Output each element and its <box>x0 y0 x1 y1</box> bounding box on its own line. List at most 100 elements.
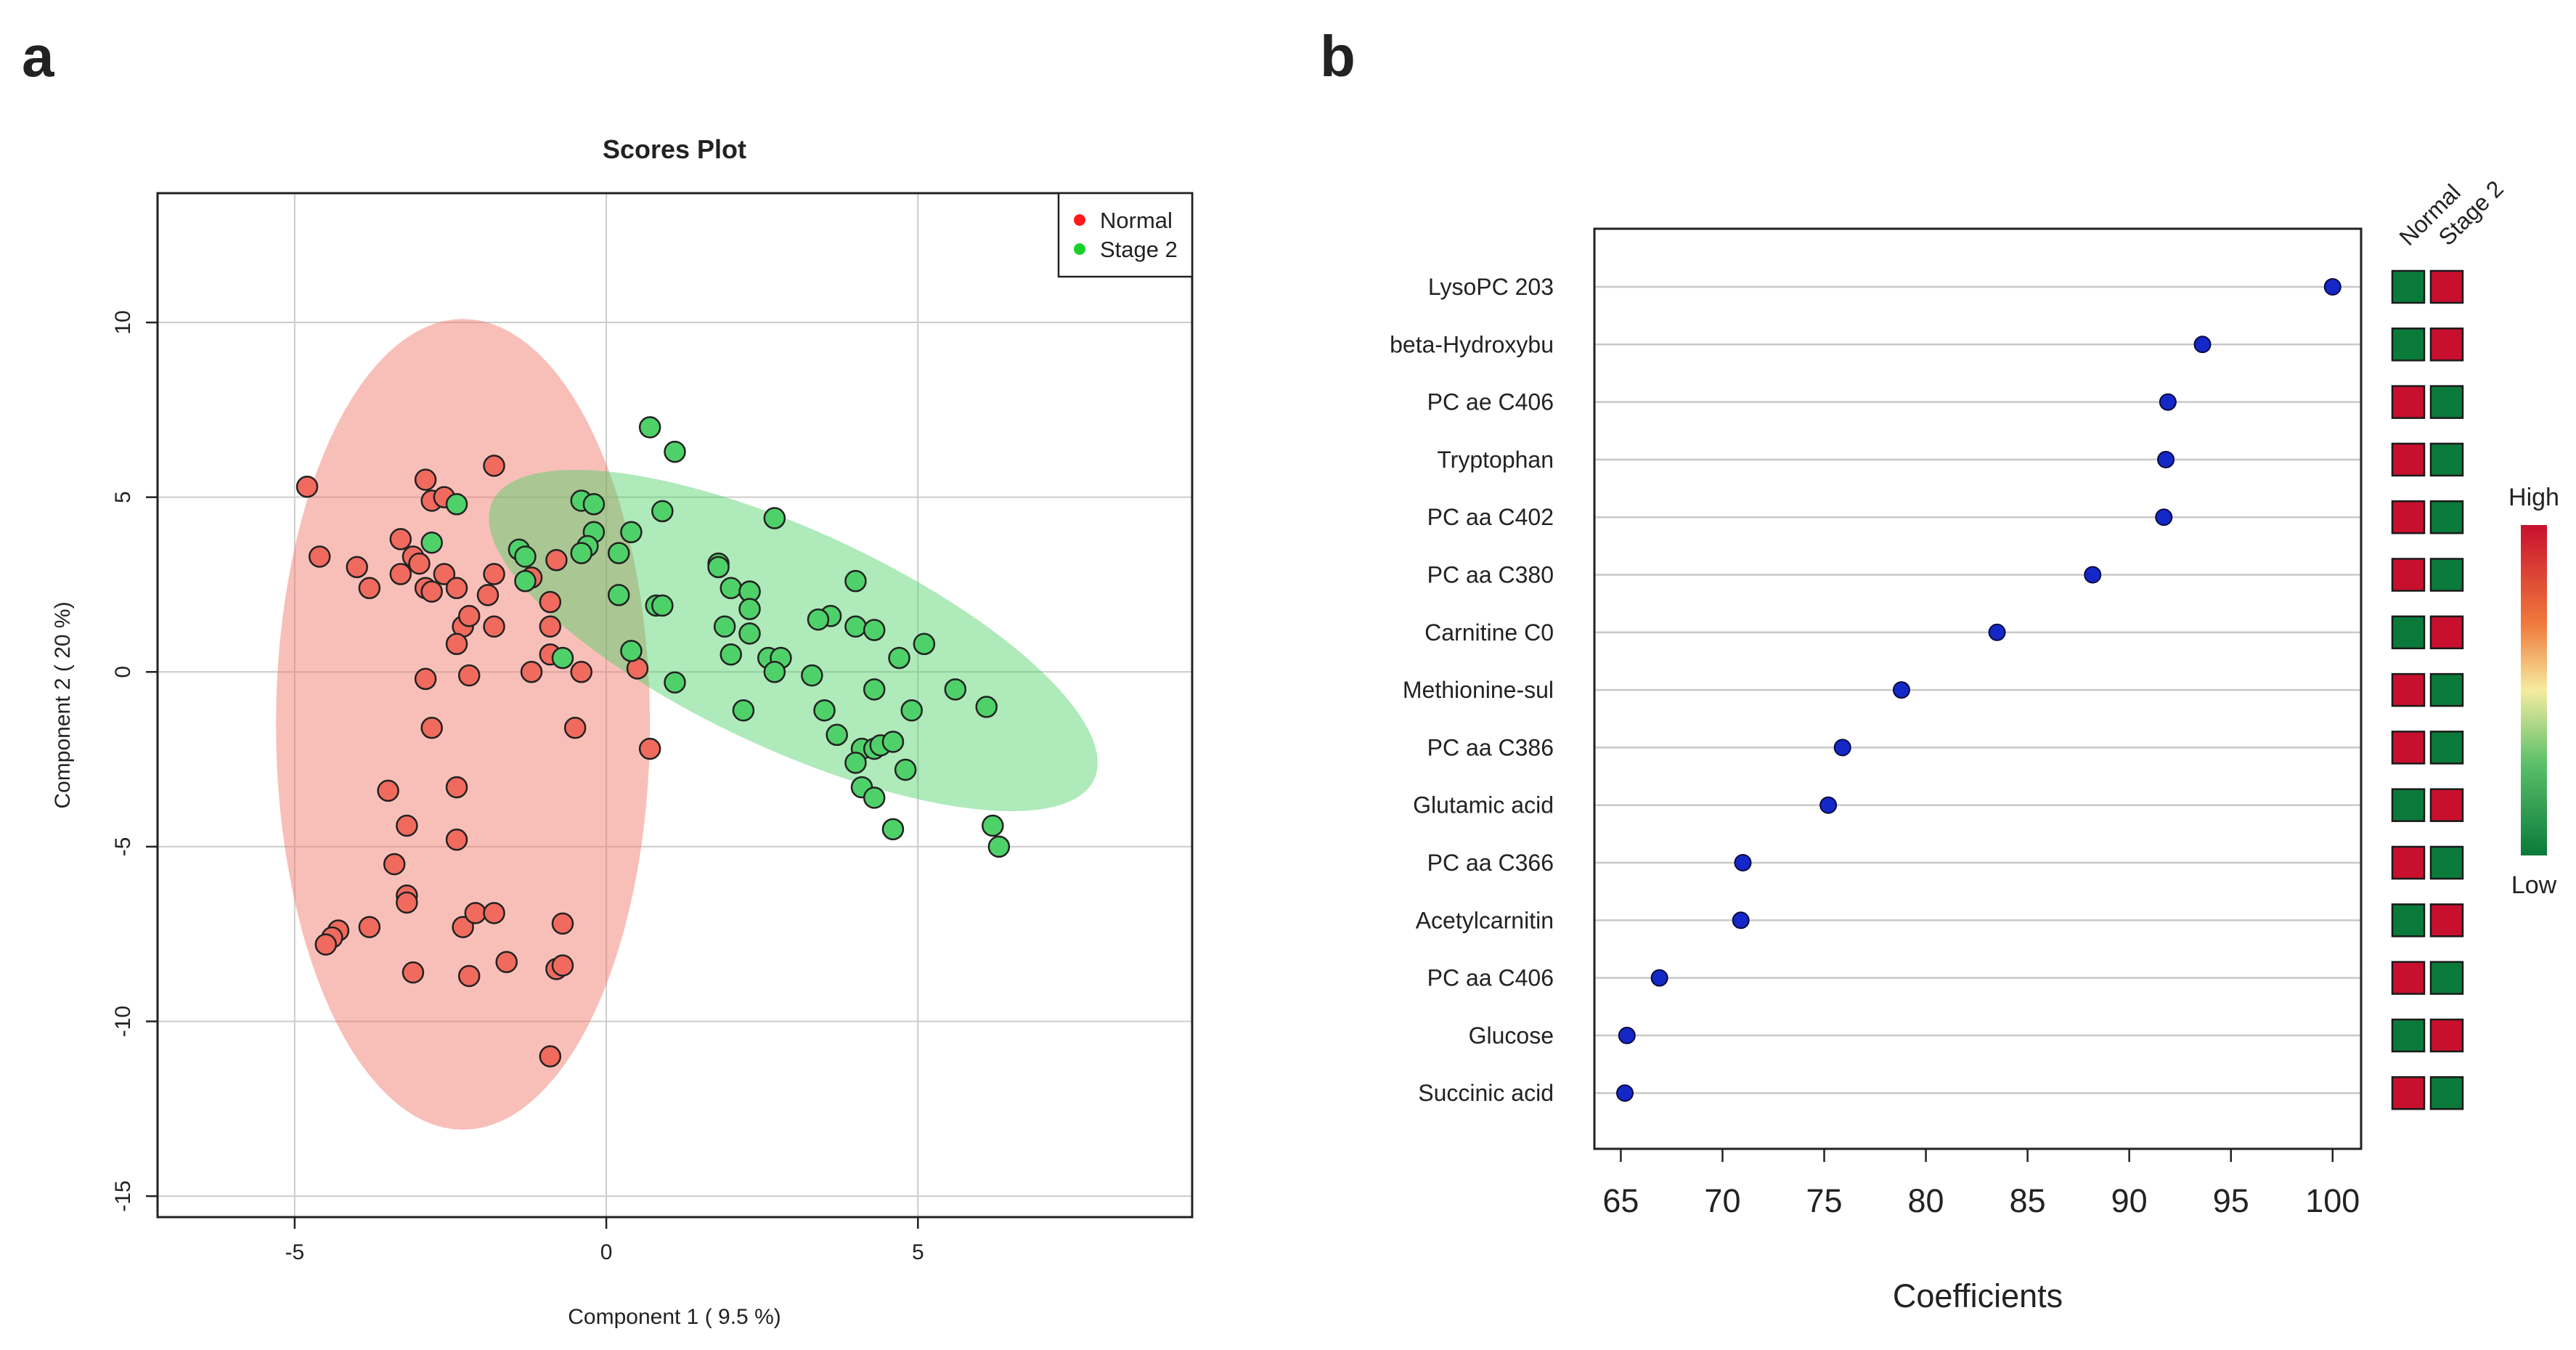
scores-x-tick-label: 0 <box>600 1240 613 1264</box>
legend-stage2-label: Stage 2 <box>1100 237 1178 262</box>
scores-y-tick-label: -10 <box>111 1006 135 1037</box>
normal-point <box>402 961 425 984</box>
heatmap-cell-stage2 <box>2429 269 2464 304</box>
heatmap-cell-stage2 <box>2429 731 2464 765</box>
heatmap-cell-normal <box>2391 1075 2426 1110</box>
feature-label: Acetylcarnitin <box>1416 907 1554 933</box>
stage2-point <box>713 615 736 638</box>
normal-point <box>396 814 418 837</box>
stage2-point <box>881 818 905 841</box>
feature-label: PC aa C406 <box>1427 965 1554 991</box>
normal-point <box>464 902 487 924</box>
heatmap-cell-normal <box>2391 788 2426 822</box>
normal-point <box>563 717 587 739</box>
coefficient-point <box>2084 566 2102 584</box>
normal-point <box>445 776 468 799</box>
heatmap-cell-normal <box>2391 615 2426 650</box>
coefficient-x-tick-label: 70 <box>1704 1182 1740 1219</box>
feature-label: PC aa C402 <box>1427 504 1554 530</box>
normal-ellipse <box>276 319 651 1130</box>
coefficient-x-tick-label: 65 <box>1602 1182 1639 1219</box>
stage2-point <box>863 786 886 809</box>
heatmap-cell-normal <box>2391 558 2426 592</box>
legend-box <box>1057 192 1194 278</box>
coefficient-point <box>1833 739 1851 757</box>
stage2-point <box>720 643 743 666</box>
heatmap-cell-stage2 <box>2429 788 2464 822</box>
feature-label: Carnitine C0 <box>1424 619 1554 646</box>
normal-point <box>551 954 574 977</box>
normal-point <box>495 951 518 973</box>
scores-plot-title: Scores Plot <box>603 134 746 164</box>
coefficient-point <box>1988 623 2006 641</box>
heatmap-cell-stage2 <box>2429 558 2464 592</box>
stage2-point <box>738 598 761 620</box>
heatmap-cell-normal <box>2391 961 2426 995</box>
feature-label: PC aa C380 <box>1427 562 1554 588</box>
stage2-point <box>651 594 674 617</box>
scores-x-axis-label: Component 1 ( 9.5 %) <box>568 1305 780 1329</box>
normal-point <box>457 964 481 988</box>
feature-label: beta-Hydroxybu <box>1390 331 1554 357</box>
normal-point <box>314 933 338 956</box>
stage2-point <box>551 646 574 670</box>
stage2-point <box>607 542 630 564</box>
score-points <box>295 416 1011 1068</box>
scores-y-tick-label: -15 <box>111 1180 135 1211</box>
color-scale-legend: High Low <box>2508 484 2559 899</box>
feature-label: PC aa C366 <box>1427 850 1554 876</box>
stage2-point <box>664 671 686 694</box>
stage2-point <box>813 699 836 722</box>
normal-point <box>389 528 412 550</box>
normal-point <box>420 580 443 603</box>
normal-point <box>414 468 437 491</box>
feature-label: Glutamic acid <box>1413 792 1554 818</box>
normal-point <box>420 717 443 739</box>
heatmap-cell-stage2 <box>2429 1018 2464 1053</box>
heatmap-cell-stage2 <box>2429 500 2464 534</box>
stage2-point <box>844 752 867 774</box>
stage2-point <box>763 507 786 529</box>
normal-point <box>383 853 406 876</box>
heatmap-cell-normal <box>2391 269 2426 304</box>
coefficient-point <box>1819 796 1838 814</box>
heatmap-cell-normal <box>2391 672 2426 707</box>
feature-label: Tryptophan <box>1437 447 1554 473</box>
stage2-point <box>638 416 661 439</box>
coefficient-x-axis-label: Coefficients <box>1893 1277 2063 1314</box>
normal-point <box>539 615 562 638</box>
feature-label: Glucose <box>1469 1022 1554 1049</box>
legend-normal-label: Normal <box>1100 208 1173 233</box>
panel-label-a: a <box>22 24 54 89</box>
heatmap-cell-stage2 <box>2429 961 2464 995</box>
normal-point <box>414 667 437 691</box>
stage2-point <box>664 440 686 463</box>
scores-plot-frame <box>156 192 1194 1219</box>
feature-label: Succinic acid <box>1418 1080 1554 1106</box>
stage2-point <box>888 646 910 670</box>
normal-point <box>457 664 481 687</box>
normal-point <box>551 912 574 935</box>
stage2-point <box>801 664 823 687</box>
stage2-point <box>913 633 936 656</box>
heatmap-cell-stage2 <box>2429 385 2464 419</box>
coefficient-point <box>1650 969 1668 987</box>
scores-legend: Normal Stage 2 <box>1057 192 1194 278</box>
normal-point <box>457 605 481 627</box>
coefficient-x-tick-label: 100 <box>2305 1182 2360 1219</box>
coefficient-point <box>2155 508 2173 526</box>
coefficient-point <box>1616 1084 1634 1102</box>
color-scale-high-label: High <box>2508 484 2559 511</box>
stage2-point <box>763 661 786 683</box>
normal-point <box>445 633 468 656</box>
heatmap-cells <box>2391 269 2464 1110</box>
heatmap-cell-normal <box>2391 1018 2426 1053</box>
feature-label: Methionine-sul <box>1403 677 1554 703</box>
coefficient-point <box>1734 854 1752 871</box>
stage2-point <box>900 699 923 722</box>
stage2-point <box>720 577 743 600</box>
legend-stage2-marker <box>1074 243 1085 255</box>
stage2-point <box>607 584 630 606</box>
stage2-point <box>844 569 867 593</box>
scores-axes: -5 0 5 -15 -10 -5 0 5 10 <box>111 310 924 1264</box>
